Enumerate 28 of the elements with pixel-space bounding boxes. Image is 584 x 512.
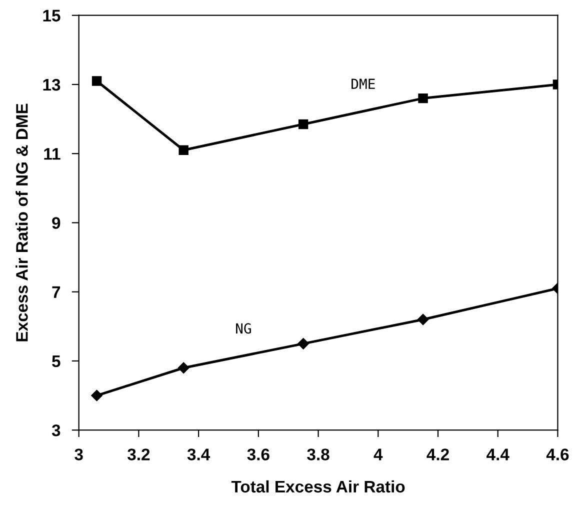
x-tick-label: 3.8 [307,448,330,460]
x-tick-label: 4.2 [426,448,449,460]
x-tick-label: 3.2 [128,448,150,460]
point [91,390,102,402]
x-tick-label: 4.6 [546,448,569,460]
point [178,362,190,374]
x-axis-title: Total Excess Air Ratio [231,480,405,493]
point [178,145,188,156]
point [298,119,308,130]
point [417,314,429,326]
x-tick-label: 3 [74,448,83,460]
point [418,93,428,104]
point [92,76,102,86]
x-tick-label: 4 [374,448,383,460]
y-tick-label: 13 [43,78,60,91]
series-label: NG [236,323,251,334]
y-tick-label: 11 [44,148,60,160]
x-tick-label: 3.6 [247,448,270,460]
y-tick-label: 7 [52,286,60,298]
y-tick-label: 15 [43,10,60,22]
y-axis-title: Excess Air Ratio of NG & DME [16,104,28,342]
y-tick-label: 9 [52,217,60,229]
series-label: DME [352,78,375,89]
x-tick-label: 4.4 [486,448,510,460]
point [298,338,309,350]
x-tick-label: 3.4 [187,448,210,460]
y-tick-label: 3 [52,424,60,436]
y-tick-label: 5 [52,356,60,368]
